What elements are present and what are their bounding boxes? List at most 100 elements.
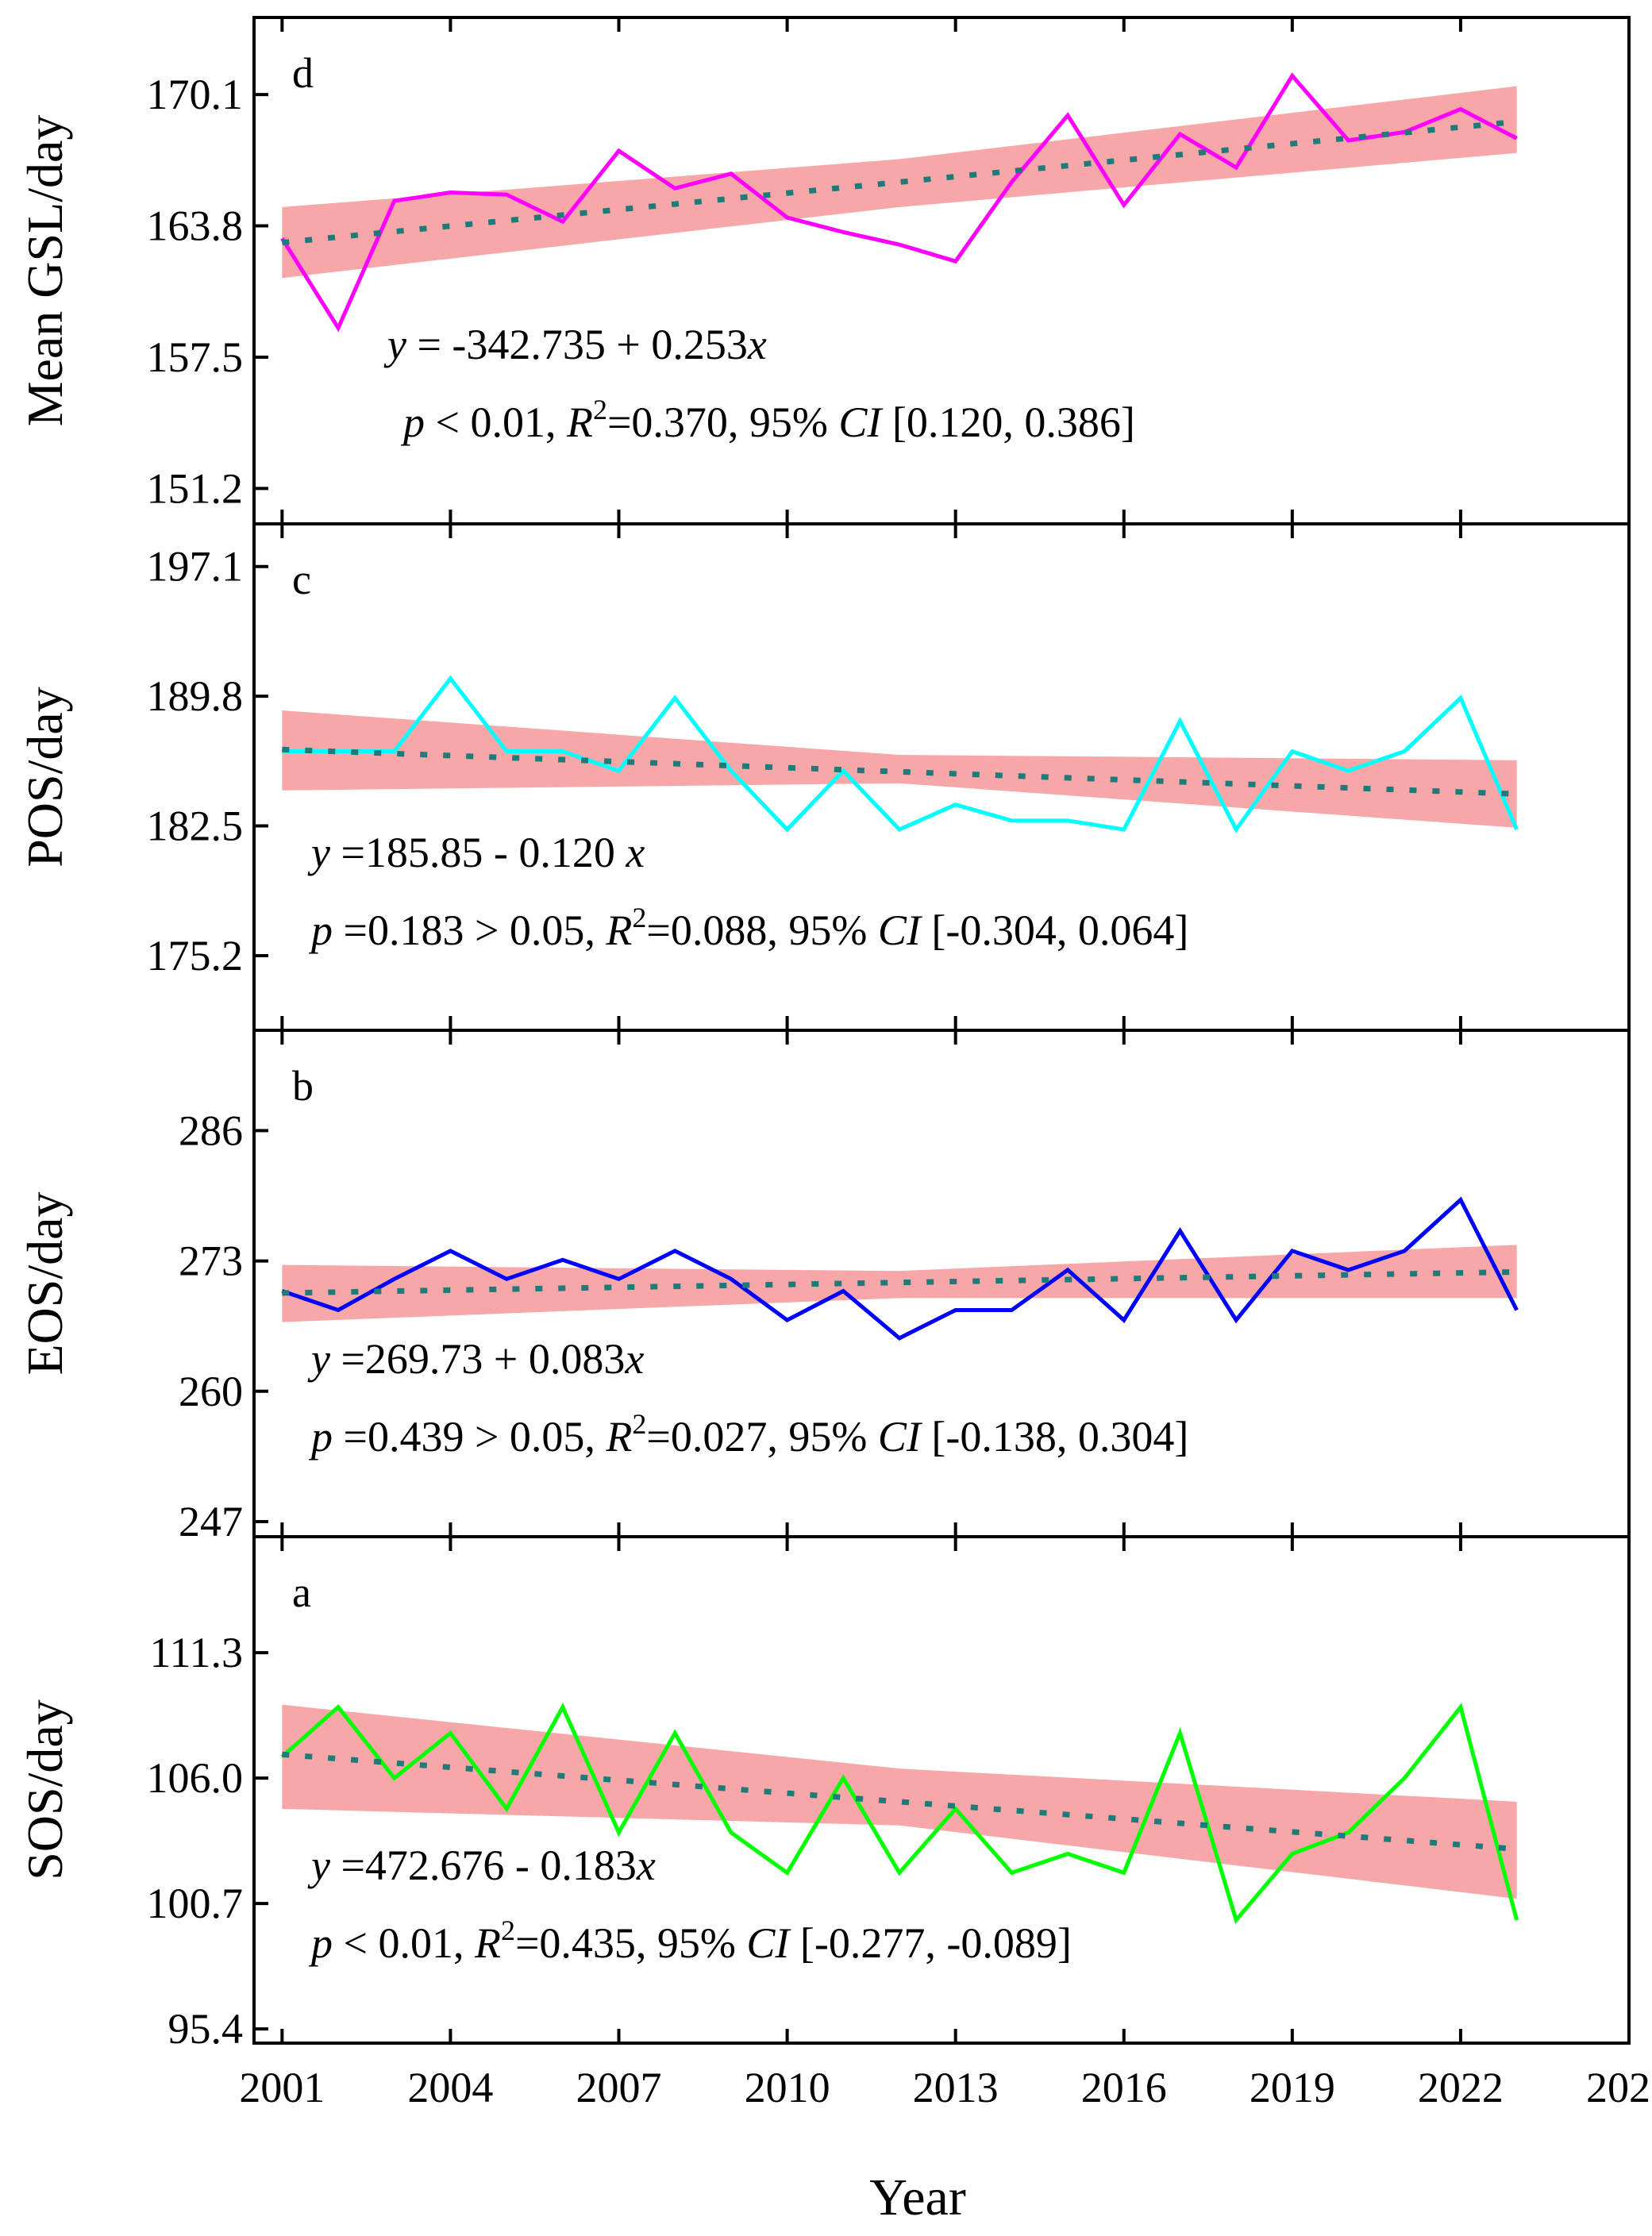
equation-part: =472.676 - 0.183 [330, 1842, 637, 1889]
stats-part: 2 [632, 902, 646, 933]
data-point [336, 749, 341, 754]
data-point [1346, 768, 1351, 773]
data-point [1009, 1870, 1014, 1875]
panel-c: 175.2 182.5 189.8 197.1 POS/day c y =185.85 - … [17, 522, 1631, 1032]
equation-part: =185.85 - 0.120 [330, 829, 626, 876]
data-point [392, 1776, 397, 1780]
data-point [392, 198, 397, 203]
equation-part: y [307, 829, 330, 876]
stats-part: CI [838, 398, 884, 446]
data-point [617, 768, 622, 773]
series-line [281, 1196, 1519, 1341]
equation-part: y [307, 1335, 330, 1383]
stats-part: =0.370, 95% [607, 398, 838, 446]
y-tick-label: 286 [179, 1106, 243, 1154]
stats-part: CI [878, 906, 923, 954]
panel-letter: d [292, 49, 314, 97]
y-axis-title: POS/day [17, 687, 73, 868]
y-tick-label: 106.0 [147, 1754, 244, 1802]
panel-a: 95.4 100.7 106.0 111.3 SOS/day a y =472.676 - … [17, 1535, 1631, 2053]
data-point [1009, 818, 1014, 823]
data-point [841, 768, 845, 773]
stats-part: =0.435, 95% [515, 1919, 746, 1967]
data-point [1402, 749, 1407, 754]
panel-d: 151.2 157.5 163.8 170.1 Mean GSL/day d y = -34… [17, 16, 1631, 525]
y-tick-label: 151.2 [147, 464, 244, 512]
y-tick-label: 157.5 [147, 333, 244, 381]
data-point [785, 1870, 790, 1875]
x-tick-label: 2007 [576, 2064, 662, 2111]
regression-stats: p =0.183 > 0.05, R2=0.088, 95% CI [-0.30… [308, 902, 1188, 954]
data-point [953, 259, 958, 264]
stats-part: CI [878, 1413, 923, 1461]
data-point [897, 242, 902, 247]
stats-part: [0.120, 0.386] [881, 398, 1134, 446]
data-point [504, 1807, 509, 1811]
equation-part: y [383, 321, 406, 368]
data-point [1234, 165, 1238, 170]
data-point [1346, 1830, 1351, 1835]
confidence-band [282, 1704, 1517, 1899]
x-tick-label: 2013 [913, 2064, 999, 2111]
data-point [336, 325, 341, 330]
regression-stats: p < 0.01, R2=0.435, 95% CI [-0.277, -0.0… [308, 1915, 1072, 1967]
y-tick-label: 111.3 [150, 1629, 244, 1676]
data-point [336, 1705, 341, 1710]
panel-b: 247 260 273 286 EOS/day b y =269.73 + 0.083x p … [17, 1029, 1631, 1545]
data-point [448, 191, 452, 195]
y-axis-title: Mean GSL/day [17, 115, 73, 427]
data-point [1346, 138, 1351, 143]
data-point [1122, 1318, 1126, 1322]
stats-part: 2 [593, 394, 607, 425]
stats-part: R [566, 398, 593, 446]
data-point [1402, 1249, 1407, 1253]
equation-part: = -342.735 + 0.253 [406, 321, 748, 368]
y-tick-label: 273 [179, 1237, 243, 1285]
stats-part: =0.183 > 0.05, [333, 906, 606, 954]
y-axis-title: EOS/day [17, 1191, 73, 1375]
data-point [392, 1276, 397, 1281]
stats-part: R [474, 1919, 501, 1967]
data-point [560, 1257, 565, 1262]
data-point [785, 1318, 790, 1322]
data-point [1122, 1870, 1126, 1875]
regression-equation: y =185.85 - 0.120 x [307, 829, 645, 876]
y-tick-label: 260 [179, 1368, 243, 1415]
data-point [1458, 1705, 1463, 1710]
x-tick-label: 2001 [239, 2064, 325, 2111]
regression-equation: y =472.676 - 0.183x [307, 1842, 656, 1889]
data-point [897, 827, 902, 832]
stats-part: [-0.304, 0.064] [921, 906, 1188, 954]
data-point [1234, 827, 1238, 832]
data-point [841, 1776, 845, 1780]
stats-part: R [605, 906, 632, 954]
data-point [1458, 107, 1463, 112]
data-point [953, 802, 958, 807]
x-tick-label: 2025 [1586, 2064, 1652, 2111]
data-point [560, 219, 565, 224]
data-point [560, 749, 565, 754]
data-point [1177, 1730, 1182, 1735]
data-point [392, 749, 397, 754]
panel-letter: c [292, 556, 311, 603]
series-line [282, 675, 1519, 833]
data-point [672, 1730, 677, 1735]
confidence-band [282, 86, 1517, 279]
data-point [1290, 749, 1295, 754]
y-tick-label: 182.5 [147, 802, 244, 850]
data-point [1515, 827, 1519, 832]
data-point [1122, 202, 1126, 207]
y-tick-label: 95.4 [168, 2005, 244, 2053]
data-point [1065, 818, 1070, 823]
data-point [841, 1288, 845, 1293]
stats-part: < 0.01, [333, 1919, 475, 1967]
data-point [1290, 1249, 1295, 1253]
series-line [280, 1703, 1519, 1925]
stats-part: p [308, 1919, 333, 1967]
stats-part: p [308, 906, 333, 954]
panel-letter: b [292, 1062, 314, 1110]
x-tick-label: 2016 [1081, 2064, 1167, 2111]
data-point [504, 192, 509, 197]
data-point [1177, 1229, 1182, 1233]
